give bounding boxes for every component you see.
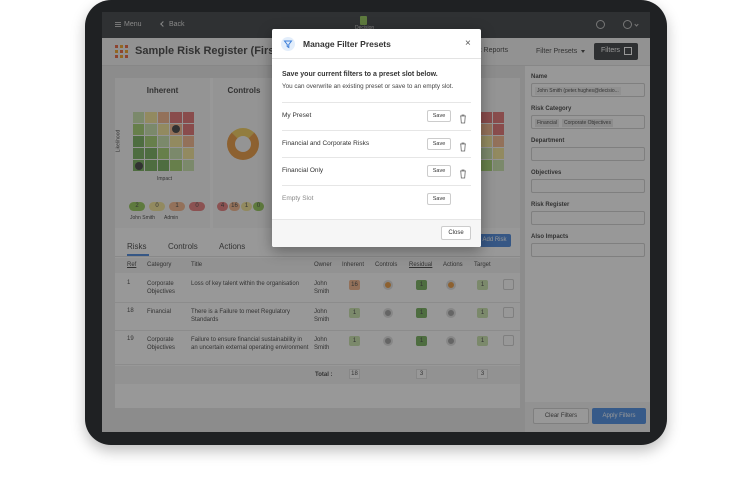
preset-name: Financial and Corporate Risks (282, 139, 370, 147)
trash-icon (460, 142, 466, 151)
trash-icon (460, 114, 466, 124)
filter-presets-modal: Manage Filter Presets × Save your current … (272, 29, 481, 247)
modal-title: Manage Filter Presets (303, 39, 391, 49)
funnel (283, 40, 293, 49)
preset-divider (282, 129, 471, 131)
save-preset-button[interactable]: Save (427, 165, 451, 177)
delete-preset-button[interactable] (459, 139, 467, 151)
filter-icon (281, 37, 295, 51)
modal-hint: You can overwrite an existing preset or … (282, 83, 454, 90)
preset-name: My Preset (282, 112, 312, 119)
save-preset-button[interactable]: Save (427, 137, 451, 150)
modal-header (272, 29, 481, 59)
delete-preset-button[interactable] (459, 111, 467, 124)
modal-intro: Save your current filters to a preset sl… (282, 71, 438, 78)
preset-name: Empty Slot (282, 194, 314, 202)
close-button[interactable]: Close (441, 226, 471, 240)
delete-preset-button[interactable] (459, 166, 467, 179)
preset-divider (282, 102, 471, 103)
modal-close-x[interactable]: × (465, 38, 471, 49)
preset-divider (282, 157, 471, 158)
preset-name: Financial Only (282, 167, 324, 174)
save-preset-button[interactable]: Save (427, 192, 451, 205)
trash-icon (460, 169, 466, 179)
preset-divider (282, 184, 471, 186)
save-preset-button[interactable]: Save (427, 110, 451, 122)
